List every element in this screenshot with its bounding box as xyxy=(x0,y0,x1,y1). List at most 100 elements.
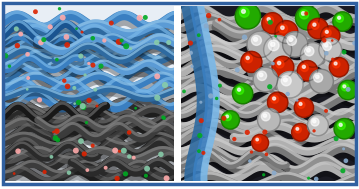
Point xyxy=(216,18,222,21)
Point xyxy=(80,105,85,108)
Point xyxy=(117,150,122,153)
Circle shape xyxy=(279,24,288,33)
Circle shape xyxy=(264,36,292,64)
Circle shape xyxy=(338,80,357,100)
Circle shape xyxy=(321,26,340,45)
Point xyxy=(71,86,77,89)
Circle shape xyxy=(324,29,331,36)
Circle shape xyxy=(263,114,267,117)
Circle shape xyxy=(235,4,261,29)
Circle shape xyxy=(237,6,260,29)
Circle shape xyxy=(298,101,305,108)
Point xyxy=(65,85,70,88)
Point xyxy=(86,62,92,65)
Point xyxy=(84,121,89,124)
Circle shape xyxy=(223,112,239,129)
Point xyxy=(76,101,81,104)
Point xyxy=(294,99,300,102)
Circle shape xyxy=(271,42,275,46)
Point xyxy=(60,16,66,19)
Circle shape xyxy=(299,102,302,105)
Circle shape xyxy=(287,36,297,45)
Circle shape xyxy=(255,137,261,143)
Point xyxy=(116,40,122,43)
Point xyxy=(48,155,54,158)
Point xyxy=(114,177,120,180)
Point xyxy=(158,153,164,156)
Circle shape xyxy=(241,51,262,72)
Point xyxy=(340,169,346,172)
Point xyxy=(214,97,220,100)
Circle shape xyxy=(236,87,244,94)
Circle shape xyxy=(325,43,328,47)
Circle shape xyxy=(333,12,352,31)
Point xyxy=(285,93,290,96)
Point xyxy=(54,58,60,61)
Point xyxy=(72,102,78,105)
Circle shape xyxy=(263,14,283,34)
Point xyxy=(311,129,317,132)
Circle shape xyxy=(311,118,319,126)
Circle shape xyxy=(253,67,278,92)
Circle shape xyxy=(275,21,298,43)
Circle shape xyxy=(252,134,269,151)
Point xyxy=(303,12,309,15)
Circle shape xyxy=(297,60,318,81)
Circle shape xyxy=(334,119,354,139)
Point xyxy=(162,84,168,87)
Circle shape xyxy=(276,22,298,43)
Point xyxy=(154,96,160,99)
Point xyxy=(33,10,38,13)
Circle shape xyxy=(294,98,313,117)
Circle shape xyxy=(311,22,319,29)
Circle shape xyxy=(284,34,307,57)
Point xyxy=(6,65,12,68)
Point xyxy=(123,172,129,175)
Point xyxy=(143,174,149,177)
Circle shape xyxy=(259,110,280,131)
Circle shape xyxy=(269,40,279,51)
Point xyxy=(90,64,96,67)
Point xyxy=(79,31,85,34)
Circle shape xyxy=(320,40,341,61)
Circle shape xyxy=(224,114,231,121)
Point xyxy=(313,177,319,180)
Circle shape xyxy=(267,92,288,112)
Circle shape xyxy=(269,94,288,112)
Point xyxy=(38,41,44,44)
Point xyxy=(196,150,202,153)
Circle shape xyxy=(302,65,306,68)
Circle shape xyxy=(295,126,301,133)
Circle shape xyxy=(265,16,274,24)
Circle shape xyxy=(323,42,331,50)
Point xyxy=(249,150,255,153)
Circle shape xyxy=(238,88,241,91)
Circle shape xyxy=(239,8,249,17)
Point xyxy=(126,131,132,134)
Point xyxy=(197,134,203,137)
Point xyxy=(66,171,72,174)
Point xyxy=(199,119,204,122)
Circle shape xyxy=(319,38,342,61)
Point xyxy=(322,39,327,42)
Circle shape xyxy=(292,123,309,141)
Point xyxy=(262,131,268,134)
Point xyxy=(112,149,118,152)
Point xyxy=(161,117,167,120)
Circle shape xyxy=(334,62,337,65)
Circle shape xyxy=(277,72,303,98)
Circle shape xyxy=(257,108,280,131)
Circle shape xyxy=(309,116,328,136)
Circle shape xyxy=(242,53,262,72)
Point xyxy=(208,94,214,98)
Circle shape xyxy=(242,9,245,13)
Point xyxy=(103,166,108,169)
Circle shape xyxy=(232,83,253,104)
Point xyxy=(271,171,277,174)
Point xyxy=(13,27,19,30)
Point xyxy=(94,105,100,108)
Point xyxy=(267,21,273,24)
Circle shape xyxy=(221,111,239,129)
Circle shape xyxy=(255,69,277,92)
Point xyxy=(64,43,70,46)
